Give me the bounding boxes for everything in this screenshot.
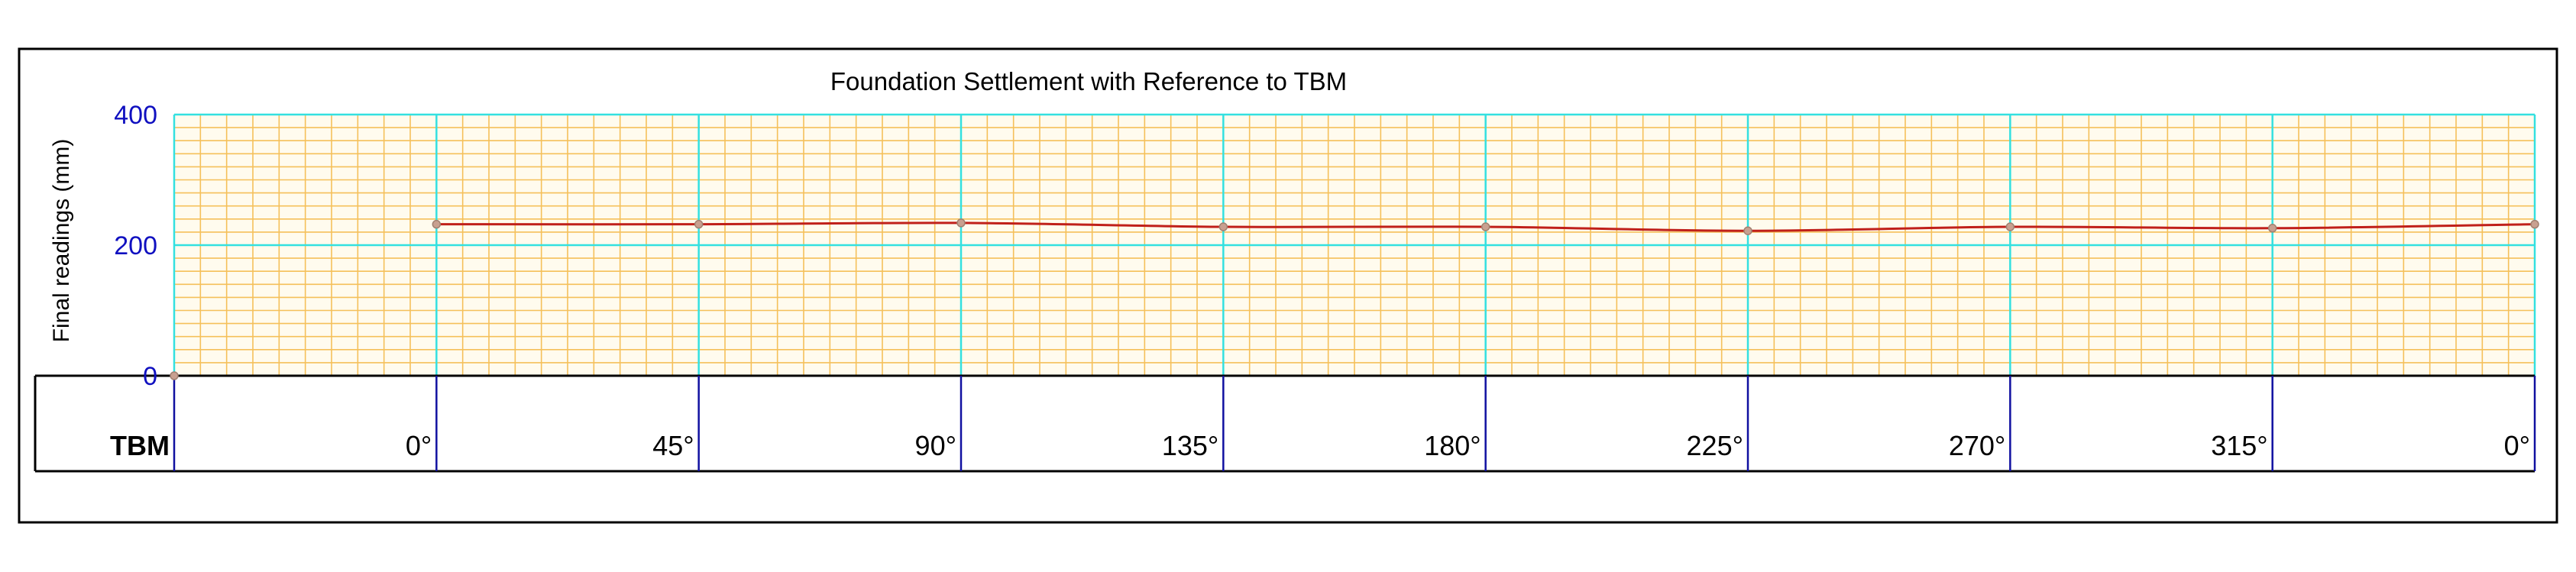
chart-title: Foundation Settlement with Reference to … [830, 67, 1347, 95]
data-point [2530, 219, 2539, 229]
y-tick-label: 0 [143, 362, 157, 391]
y-axis-label: Final readings (mm) [49, 139, 74, 343]
data-point [2267, 224, 2277, 233]
data-point [1743, 226, 1752, 235]
data-point [1481, 222, 1490, 231]
data-point [2005, 222, 2015, 231]
data-point [432, 219, 442, 229]
category-table [34, 374, 2536, 473]
data-point [170, 371, 179, 380]
category-label: 270° [1949, 430, 2005, 461]
category-label: 315° [2211, 430, 2267, 461]
label-layer: 0 200 400 TBM 0° 45° 90° 135° 180° 225° 270° 315° 0° [110, 101, 2530, 461]
category-label-reference: TBM [110, 430, 170, 461]
data-point [694, 219, 704, 229]
data-point [956, 218, 966, 228]
category-label: 90° [915, 430, 956, 461]
series-layer [170, 218, 2539, 380]
category-label: 180° [1424, 430, 1481, 461]
category-label: 135° [1162, 430, 1218, 461]
y-tick-label: 200 [114, 231, 157, 260]
y-tick-label: 400 [114, 101, 157, 130]
category-label: 0° [2504, 430, 2530, 461]
category-label: 45° [652, 430, 694, 461]
category-label: 225° [1687, 430, 1743, 461]
data-point [1218, 222, 1228, 231]
category-label: 0° [406, 430, 432, 461]
